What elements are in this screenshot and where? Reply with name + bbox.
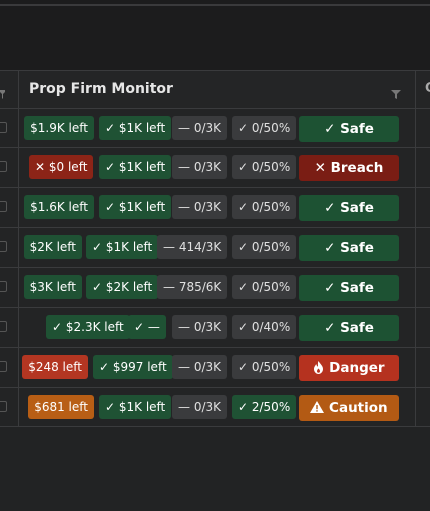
profit-left-chip: ✓ $2.3K left [46,315,130,339]
column-divider [18,70,19,427]
loss-left-chip: ✓ $1K left [99,116,172,140]
warning-icon [310,401,325,413]
row-select-checkbox[interactable] [0,358,8,374]
trades-chip: — 0/3K [172,195,227,219]
filter-icon[interactable] [0,84,7,103]
loss-left-chip: ✓ $1K left [99,195,172,219]
trades-chip: — 785/6K [157,275,228,299]
column-filter-icon[interactable] [391,84,401,103]
column-divider [415,70,416,427]
status-badge: ✓ Safe [299,315,399,341]
loss-left-chip: ✓ — [128,315,166,339]
status-badge: ✓ Safe [299,116,399,142]
row-divider [0,187,430,188]
status-label: ✓ Safe [324,320,374,336]
row-select-checkbox[interactable] [0,238,8,254]
loss-left-chip: ✓ $1K left [99,395,172,419]
row-select-checkbox[interactable] [0,119,8,135]
status-label: Danger [329,360,385,376]
row-divider [0,147,430,148]
profit-left-chip: $248 left [22,355,88,379]
row-divider [0,108,430,109]
table-row[interactable]: $681 left ✓ $1K left — 0/3K ✓ 2/50% Caut… [0,387,430,427]
profit-target-cell: $3K left [20,267,82,307]
status-badge: Caution [299,395,399,421]
trades-chip: — 0/3K [172,355,227,379]
row-divider [0,227,430,228]
trades-chip: — 414/3K [157,235,228,259]
trades-chip: — 0/3K [172,116,227,140]
ratio-chip: ✓ 0/50% [232,195,297,219]
profit-left-chip: ✕ $0 left [29,155,94,179]
status-badge: ✕ Breach [299,155,399,181]
status-label: ✓ Safe [324,121,374,137]
table-row[interactable]: $248 left ✓ $997 left — 0/3K ✓ 0/50% Dan… [0,347,430,387]
profit-target-cell: $2K left [20,227,82,267]
grid-header: Prop Firm Monitor C [0,70,430,108]
table-row[interactable]: ✕ $0 left ✓ $1K left — 0/3K ✓ 0/50% ✕ Br… [0,147,430,187]
status-label: ✓ Safe [324,280,374,296]
ratio-chip: ✓ 0/50% [232,155,297,179]
profit-target-cell: $681 left [20,387,94,427]
table-row[interactable]: ✓ $2.3K left ✓ — — 0/3K ✓ 0/40% ✓ Safe [0,307,430,347]
table-row[interactable]: $1.6K left ✓ $1K left — 0/3K ✓ 0/50% ✓ S… [0,187,430,227]
profit-left-chip: $2K left [23,235,82,259]
trades-chip: — 0/3K [172,315,227,339]
ratio-chip: ✓ 0/50% [232,275,297,299]
status-badge: ✓ Safe [299,195,399,221]
profit-left-chip: $1.6K left [24,195,94,219]
ratio-chip: ✓ 0/50% [232,235,297,259]
row-select-checkbox[interactable] [0,278,8,294]
status-label: Caution [329,400,388,416]
profit-target-cell: $1.9K left [20,108,96,148]
profit-left-label: $0 left [48,160,88,174]
row-divider [0,267,430,268]
row-select-checkbox[interactable] [0,198,8,214]
row-divider [0,387,430,388]
flame-icon [314,361,324,374]
profit-target-cell: $248 left [20,347,88,387]
grid-footer [0,447,430,511]
row-select-checkbox[interactable] [0,158,8,174]
profit-left-chip: $3K left [23,275,82,299]
profit-target-cell: $1.6K left [20,187,96,227]
x-icon: ✕ [35,160,46,174]
row-divider [0,426,430,427]
ratio-chip: ✓ 0/50% [232,355,297,379]
row-select-checkbox[interactable] [0,398,8,414]
status-label: ✓ Safe [324,240,374,256]
status-label: ✓ Safe [324,200,374,216]
trades-chip: — 0/3K [172,395,227,419]
status-badge: ✓ Safe [299,275,399,301]
loss-left-chip: ✓ $997 left [93,355,173,379]
table-row[interactable]: $1.9K left ✓ $1K left — 0/3K ✓ 0/50% ✓ S… [0,108,430,148]
toolbar-area [0,0,430,70]
row-select-checkbox[interactable] [0,318,8,334]
loss-left-chip: ✓ $1K left [99,155,172,179]
status-label: Breach [330,160,384,176]
status-badge: ✓ Safe [299,235,399,261]
toolbar-divider [0,4,430,6]
data-grid: Prop Firm Monitor C $1.9K left ✓ $1K lef… [0,70,430,427]
ratio-chip: ✓ 0/50% [232,116,297,140]
loss-left-chip: ✓ $1K left [86,235,159,259]
column-header-prop-firm-monitor[interactable]: Prop Firm Monitor [29,81,173,97]
row-divider [0,347,430,348]
row-divider [0,70,430,71]
row-divider [0,307,430,308]
ratio-chip: ✓ 2/50% [232,395,297,419]
status-badge: Danger [299,355,399,381]
trades-chip: — 0/3K [172,155,227,179]
table-row[interactable]: $3K left ✓ $2K left — 785/6K ✓ 0/50% ✓ S… [0,267,430,307]
ratio-chip: ✓ 0/40% [232,315,297,339]
loss-left-chip: ✓ $2K left [86,275,159,299]
profit-left-chip: $681 left [28,395,94,419]
next-column-header[interactable]: C [425,81,430,96]
profit-left-chip: $1.9K left [24,116,94,140]
table-row[interactable]: $2K left ✓ $1K left — 414/3K ✓ 0/50% ✓ S… [0,227,430,267]
x-icon: ✕ [314,160,326,176]
